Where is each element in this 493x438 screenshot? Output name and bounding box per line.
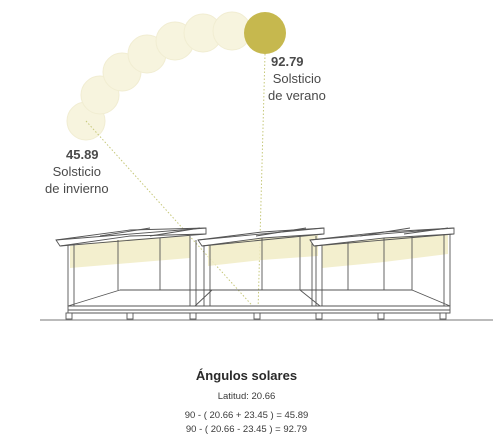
summer-sun [244, 12, 286, 54]
winter-solstice-label: Solsticio de invierno [45, 163, 109, 197]
caption-title: Ángulos solares [195, 368, 298, 383]
caption-latitude: Latitud: 20.66 [217, 391, 276, 402]
winter-angle-value: 45.89 [66, 147, 99, 162]
building-structure [55, 227, 455, 320]
winter-sun-ray [85, 120, 259, 313]
summer-label-line2: de verano [268, 88, 326, 103]
winter-label-line1: Solsticio [52, 164, 102, 179]
sunlight-bands [70, 232, 448, 268]
caption-formula-summer: 90 - ( 20.66 - 23.45 ) = 92.79 [185, 424, 308, 435]
summer-angle-value: 92.79 [271, 54, 304, 69]
sun-path [66, 11, 286, 141]
winter-label-line2: de invierno [45, 181, 109, 196]
summer-sun-ray [257, 53, 266, 313]
caption-formula-winter: 90 - ( 20.66 + 23.45 ) = 45.89 [184, 410, 309, 421]
solar-angle-diagram [40, 11, 493, 321]
summer-solstice-label: Solsticio de verano [268, 70, 326, 104]
summer-label-line1: Solsticio [272, 71, 322, 86]
